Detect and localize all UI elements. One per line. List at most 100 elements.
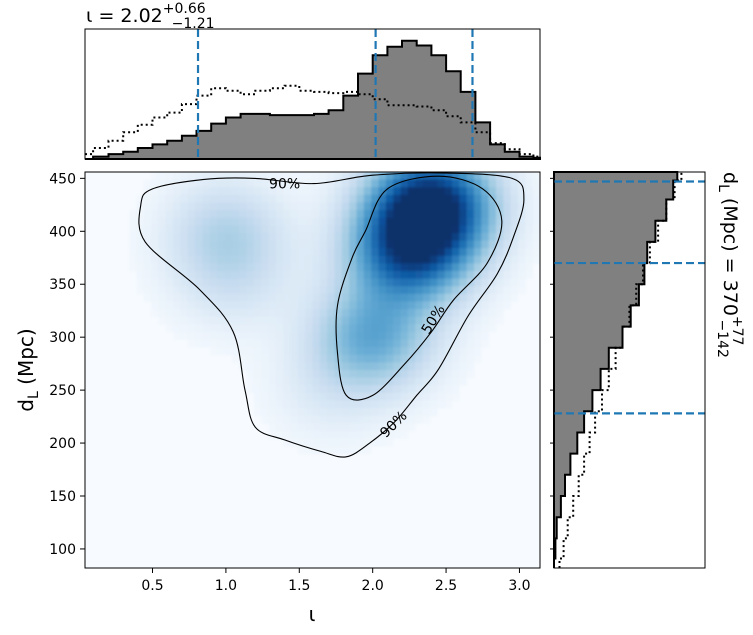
heatmap-cell <box>224 316 233 325</box>
heatmap-cell <box>195 194 204 204</box>
heatmap-cell <box>231 324 240 333</box>
heatmap-cell <box>363 263 372 272</box>
heatmap-cell <box>246 362 255 371</box>
heatmap-cell <box>371 370 380 379</box>
heatmap-cell <box>209 263 218 272</box>
heatmap-cell <box>187 324 196 333</box>
heatmap-cell <box>349 309 358 318</box>
heatmap-cell <box>195 339 204 348</box>
heatmap-cell <box>202 210 211 219</box>
heatmap-cell <box>481 286 490 295</box>
heatmap-cell <box>363 446 372 455</box>
heatmap-cell <box>327 179 336 188</box>
heatmap-cell <box>158 240 167 249</box>
heatmap-cell <box>319 301 328 310</box>
heatmap-cell <box>378 309 387 318</box>
heatmap-cell <box>407 271 416 280</box>
heatmap-cell <box>385 438 394 447</box>
heatmap-cell <box>158 179 167 188</box>
contour-label: 90% <box>269 177 300 193</box>
heatmap-cell <box>253 408 262 417</box>
heatmap-cell <box>407 286 416 295</box>
heatmap-cell <box>231 331 240 341</box>
heatmap-cell <box>231 240 240 249</box>
heatmap-cell <box>451 172 460 181</box>
heatmap-cell <box>173 187 181 196</box>
heatmap-cell <box>341 400 350 409</box>
heatmap-cell <box>327 286 336 295</box>
heatmap-cell <box>422 202 431 211</box>
heatmap-cell <box>481 217 490 226</box>
heatmap-cell <box>349 362 358 371</box>
heatmap-cell <box>459 202 468 211</box>
heatmap-cell <box>158 210 167 219</box>
heatmap-cell <box>283 408 292 417</box>
heatmap-cell <box>136 240 145 249</box>
heatmap-cell <box>378 316 387 325</box>
heatmap-cell <box>371 271 380 280</box>
heatmap-cell <box>422 217 431 226</box>
heatmap-cell <box>349 347 358 356</box>
heatmap-cell <box>378 362 387 371</box>
heatmap-cell <box>180 286 189 295</box>
heatmap-cell <box>341 408 350 417</box>
heatmap-cell <box>385 240 394 249</box>
heatmap-cell <box>363 377 372 386</box>
heatmap-cell <box>187 309 196 318</box>
heatmap-cell <box>129 217 137 226</box>
heatmap-cell <box>202 202 211 211</box>
heatmap-cell <box>407 187 416 196</box>
heatmap-cell <box>195 172 204 181</box>
heatmap-cell <box>195 271 204 280</box>
heatmap-cell <box>444 194 453 204</box>
heatmap-cell <box>503 194 512 204</box>
heatmap-cell <box>283 309 292 318</box>
heatmap-cell <box>180 248 189 257</box>
heatmap-cell <box>224 217 233 226</box>
right-marginal-title: dL (Mpc) = 370+77−142 <box>714 172 745 358</box>
heatmap-cell <box>305 210 314 219</box>
heatmap-cell <box>415 202 424 211</box>
heatmap-cell <box>481 293 490 303</box>
heatmap-cell <box>393 316 402 325</box>
heatmap-cell <box>356 293 365 303</box>
heatmap-cell <box>246 286 255 295</box>
heatmap-cell <box>356 248 365 257</box>
heatmap-cell <box>371 248 380 257</box>
heatmap-cell <box>239 240 248 249</box>
heatmap-cell <box>349 324 358 333</box>
heatmap-cell <box>334 286 343 295</box>
heatmap-cell <box>231 271 240 280</box>
heatmap-cell <box>393 278 402 287</box>
heatmap-cell <box>283 430 292 440</box>
heatmap-cell <box>209 271 218 280</box>
heatmap-cell <box>371 286 380 295</box>
heatmap-cell <box>437 354 446 363</box>
heatmap-cell <box>151 301 159 310</box>
heatmap-cell <box>224 210 233 219</box>
heatmap-cell <box>393 370 402 379</box>
heatmap-cell <box>290 430 299 440</box>
heatmap-cell <box>429 385 438 394</box>
heatmap-cell <box>415 331 424 341</box>
heatmap-cell <box>525 225 534 234</box>
heatmap-cell <box>297 339 306 348</box>
heatmap-cell <box>378 286 387 295</box>
heatmap-cell <box>451 392 460 402</box>
heatmap-cell <box>532 255 540 264</box>
heatmap-cell <box>356 232 365 242</box>
heatmap-cell <box>305 293 314 303</box>
heatmap-cell <box>136 263 145 272</box>
heatmap-cell <box>180 240 189 249</box>
heatmap-cell <box>415 301 424 310</box>
heatmap-cell <box>319 408 328 417</box>
heatmap-cell <box>312 438 321 447</box>
heatmap-cell <box>525 255 534 264</box>
heatmap-cell <box>503 202 512 211</box>
heatmap-cell <box>165 286 174 295</box>
heatmap-cell <box>481 225 490 234</box>
heatmap-cell <box>349 301 358 310</box>
heatmap-cell <box>378 354 387 363</box>
heatmap-cell <box>187 225 196 234</box>
heatmap-cell <box>283 187 292 196</box>
